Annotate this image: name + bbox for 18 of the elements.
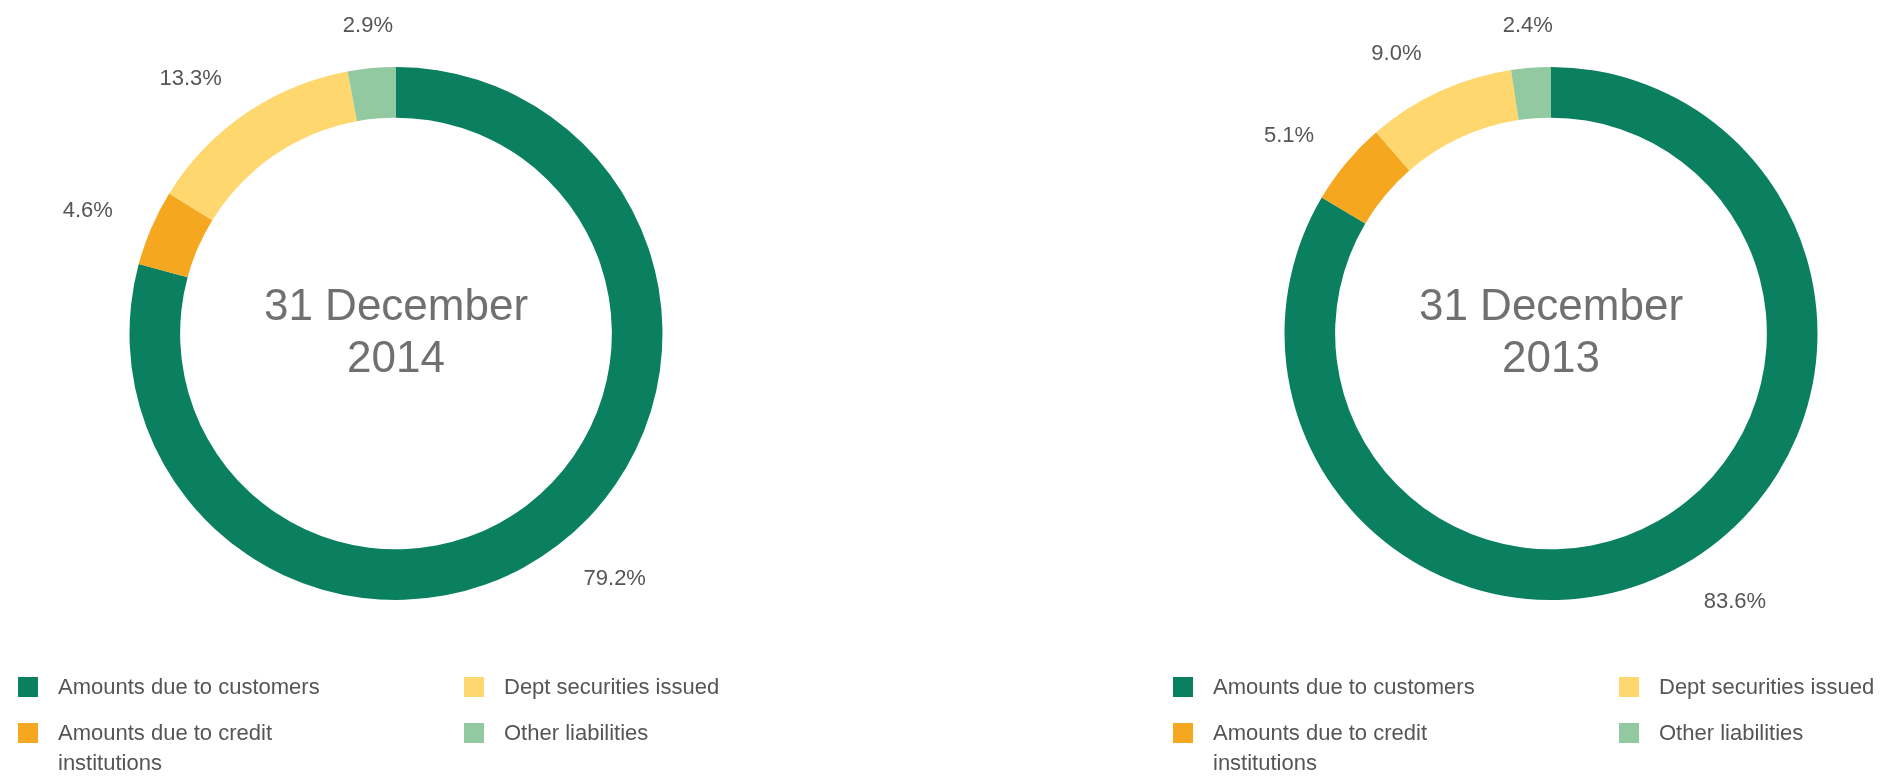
data-label: 13.3% (159, 64, 222, 90)
data-label: 83.6% (1703, 587, 1767, 613)
data-label: 2.4% (1502, 11, 1553, 37)
data-label: 9.0% (1371, 39, 1422, 65)
data-label: 4.6% (62, 197, 113, 223)
legend-label: Amounts due to customers (58, 673, 320, 701)
legend-label: Dept securities issued (504, 673, 720, 701)
data-label: 79.2% (583, 564, 646, 590)
text: 31 December 2013 (1418, 279, 1684, 381)
legend-label: Dept securities issued (1659, 673, 1875, 701)
legend-label: Other liabilities (1659, 719, 1804, 747)
data-label: 5.1% (1263, 121, 1315, 147)
legend-label: Other liabilities (504, 719, 649, 747)
legend-label: Amounts due to credit institutions (58, 719, 273, 777)
text: 31 December 2014 (263, 279, 529, 381)
legend-label: Amounts due to customers (1213, 673, 1475, 701)
legend-label: Amounts due to credit institutions (1213, 719, 1428, 777)
data-label: 2.9% (342, 12, 394, 38)
